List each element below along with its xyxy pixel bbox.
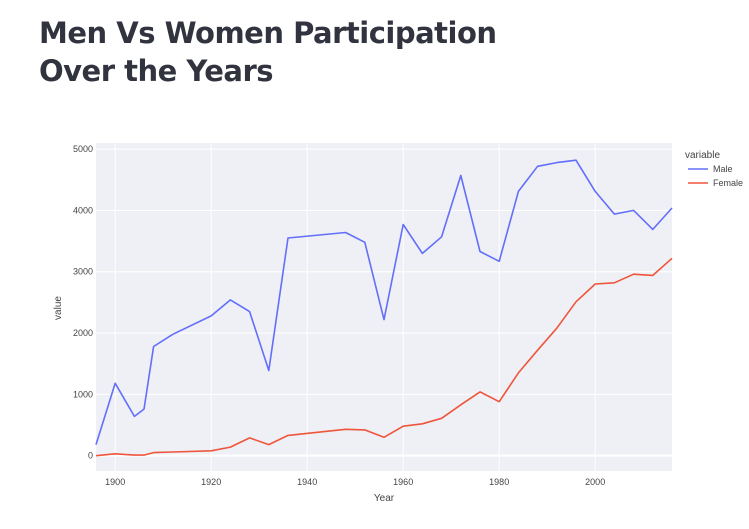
x-tick-label: 1980 (489, 477, 509, 487)
y-tick-label: 5000 (73, 144, 93, 154)
plot-background (96, 143, 672, 471)
legend-item-female[interactable]: Female (713, 178, 743, 188)
legend-item-male[interactable]: Male (713, 164, 733, 174)
y-tick-label: 0 (88, 451, 93, 461)
series-line-female[interactable] (95, 257, 673, 457)
y-tick-label: 3000 (73, 267, 93, 277)
legend[interactable]: variable Male Female (685, 150, 743, 188)
series-lines (95, 159, 673, 457)
x-tick-label: 1960 (393, 477, 413, 487)
series-line-male[interactable] (95, 159, 673, 445)
x-tick-label: 1940 (297, 477, 317, 487)
x-tick-label: 1920 (201, 477, 221, 487)
legend-title: variable (685, 150, 720, 161)
y-tick-label: 1000 (73, 389, 93, 399)
grid-lines (96, 143, 672, 471)
y-axis-title: value (53, 296, 64, 320)
y-tick-label: 4000 (73, 205, 93, 215)
x-axis-ticks: 1900 1920 1940 1960 1980 2000 (105, 477, 605, 487)
y-tick-label: 2000 (73, 328, 93, 338)
x-tick-label: 2000 (585, 477, 605, 487)
x-axis-title: Year (374, 493, 395, 504)
x-tick-label: 1900 (105, 477, 125, 487)
page-title: Men Vs Women Participation Over the Year… (39, 16, 497, 88)
y-axis-ticks: 0 1000 2000 3000 4000 5000 (73, 144, 93, 461)
